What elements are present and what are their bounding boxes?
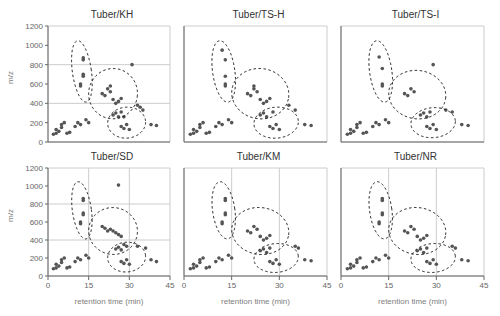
svg-text:600: 600 bbox=[30, 218, 44, 227]
svg-text:800: 800 bbox=[30, 61, 44, 70]
svg-text:1000: 1000 bbox=[25, 182, 43, 191]
svg-text:30: 30 bbox=[275, 281, 284, 290]
html-text:Tuber/SD: Tuber/SD bbox=[90, 151, 134, 162]
svg-text:45: 45 bbox=[480, 281, 489, 290]
svg-text:1200: 1200 bbox=[25, 164, 43, 173]
html-text:Tuber/KM: Tuber/KM bbox=[236, 151, 281, 162]
svg-text:retention time (min): retention time (min) bbox=[75, 297, 144, 306]
svg-text:600: 600 bbox=[30, 80, 44, 89]
svg-text:0: 0 bbox=[39, 138, 44, 147]
svg-text:1000: 1000 bbox=[25, 41, 43, 50]
svg-text:1200: 1200 bbox=[25, 22, 43, 31]
svg-text:15: 15 bbox=[384, 281, 393, 290]
svg-text:m/z: m/z bbox=[8, 209, 15, 222]
svg-text:m/z: m/z bbox=[8, 71, 15, 84]
svg-text:30: 30 bbox=[125, 281, 134, 290]
svg-text:45: 45 bbox=[166, 281, 175, 290]
svg-text:45: 45 bbox=[323, 281, 332, 290]
html-text:Tuber/KH: Tuber/KH bbox=[90, 9, 134, 20]
svg-text:15: 15 bbox=[227, 281, 236, 290]
svg-text:0: 0 bbox=[339, 281, 344, 290]
svg-text:400: 400 bbox=[30, 99, 44, 108]
html-text:Tuber/TS-H: Tuber/TS-H bbox=[232, 9, 285, 20]
html-text:Tuber/TS-I: Tuber/TS-I bbox=[391, 9, 440, 20]
svg-text:retention time (min): retention time (min) bbox=[378, 297, 447, 306]
svg-text:800: 800 bbox=[30, 200, 44, 209]
svg-text:200: 200 bbox=[30, 119, 44, 128]
html-text:Tuber/NR: Tuber/NR bbox=[394, 151, 437, 162]
svg-text:200: 200 bbox=[30, 254, 44, 263]
svg-text:30: 30 bbox=[432, 281, 441, 290]
svg-text:400: 400 bbox=[30, 236, 44, 245]
svg-text:0: 0 bbox=[39, 272, 44, 281]
svg-text:retention time (min): retention time (min) bbox=[221, 297, 290, 306]
svg-text:0: 0 bbox=[46, 281, 51, 290]
svg-text:0: 0 bbox=[182, 281, 187, 290]
svg-text:15: 15 bbox=[84, 281, 93, 290]
